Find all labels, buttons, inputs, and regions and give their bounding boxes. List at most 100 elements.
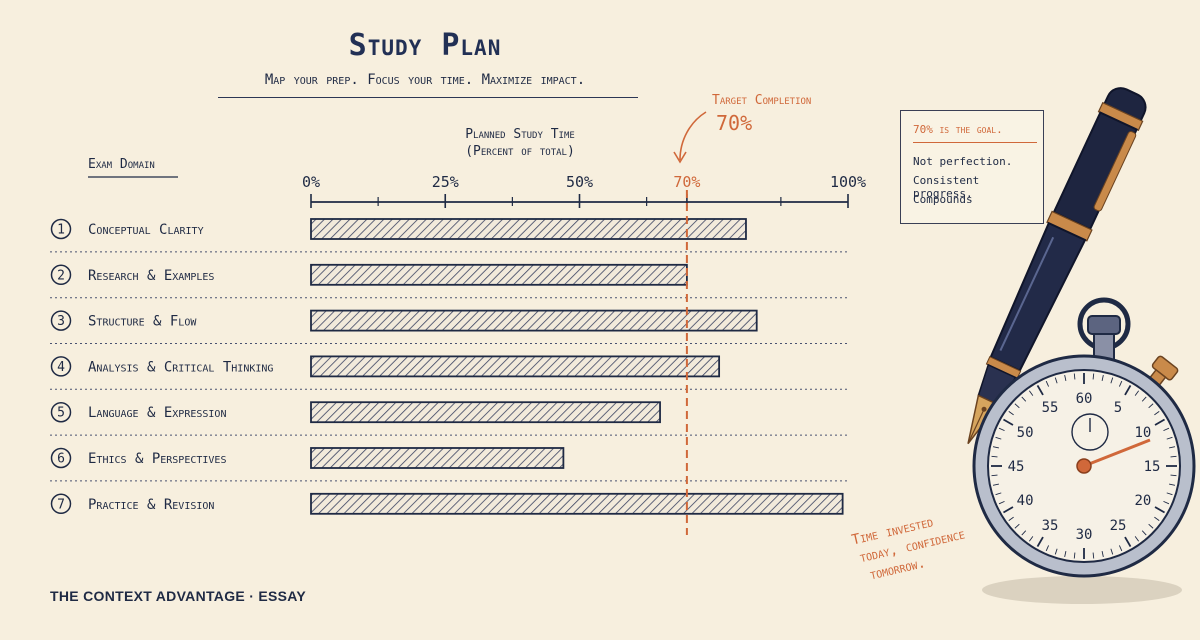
fountain-pen-icon xyxy=(967,87,1147,445)
dial-tick xyxy=(1028,390,1034,396)
dial-tick xyxy=(1169,446,1176,449)
bar xyxy=(310,263,688,286)
dial-number: 40 xyxy=(1017,493,1034,509)
bar xyxy=(310,218,747,240)
dial-tick xyxy=(1169,483,1176,486)
dial-tick xyxy=(1054,377,1058,384)
dial-tick xyxy=(1054,548,1058,555)
row-number-badge xyxy=(50,310,72,331)
dial-tick xyxy=(1101,374,1104,381)
footer-caption: THE CONTEXT ADVANTAGE · ESSAY xyxy=(50,588,307,604)
category-label: Conceptual Clarity xyxy=(88,222,204,238)
dial-tick xyxy=(1124,385,1132,396)
dial-number: 30 xyxy=(1076,527,1093,543)
chart-rows: 1 Conceptual Clarity 2 Research & Examples 3… xyxy=(50,218,848,515)
dial-tick xyxy=(1170,455,1177,458)
dial-tick xyxy=(1170,474,1177,477)
x-axis-label-line2: (Percent of total) xyxy=(465,144,575,159)
x-tick-label: 50% xyxy=(566,173,593,191)
bar xyxy=(310,492,844,515)
dial-tick xyxy=(1045,545,1050,552)
dial-tick xyxy=(1148,523,1154,529)
y-axis-label: Exam Domain xyxy=(88,157,155,172)
row-number: 4 xyxy=(57,360,65,375)
category-label: Ethics & Perspectives xyxy=(88,451,226,467)
dial-tick xyxy=(1045,380,1050,387)
category-label: Practice & Revision xyxy=(88,497,214,513)
dial-number: 25 xyxy=(1110,518,1127,534)
category-label: Language & Expression xyxy=(88,405,226,421)
dial-tick xyxy=(1154,418,1165,426)
dial-tick xyxy=(1021,396,1027,402)
x-axis-label-line1: Planned Study Time xyxy=(465,127,575,142)
category-label: Analysis & Critical Thinking xyxy=(88,359,273,375)
dial-tick xyxy=(1166,492,1173,496)
x-tick-label: 70% xyxy=(673,173,700,191)
dial-tick xyxy=(1036,536,1044,547)
dial-tick xyxy=(998,500,1005,505)
goal-note-underline xyxy=(913,142,1037,143)
row-number: 6 xyxy=(57,452,65,467)
dial-tick xyxy=(992,483,999,486)
bar xyxy=(310,355,721,378)
dial-tick xyxy=(995,436,1002,440)
dial-tick xyxy=(1003,418,1014,426)
dial-tick xyxy=(1141,396,1147,402)
dial-tick xyxy=(1008,516,1014,522)
goal-note-heading: 70% is the goal. xyxy=(913,123,1003,136)
bar xyxy=(310,401,661,424)
row-number-badge xyxy=(50,218,72,240)
row-number-badge xyxy=(50,356,72,377)
row-number: 5 xyxy=(57,406,65,421)
dial-tick xyxy=(1118,380,1123,387)
x-axis-ticks: 0% 25% 50% 70% 100% xyxy=(302,173,866,208)
dial-number: 15 xyxy=(1144,459,1161,475)
dial-tick xyxy=(1124,536,1132,547)
dial-tick xyxy=(1154,506,1165,514)
goal-note-line-2: Consistent progress. xyxy=(913,174,980,200)
dial-tick xyxy=(991,474,998,477)
page-subtitle: Map your prep. Focus your time. Maximize… xyxy=(264,72,586,88)
dial-tick xyxy=(1101,551,1104,558)
x-tick-label: 0% xyxy=(302,173,320,191)
stopwatch-icon: 60 5 10 15 20 25 30 35 40 45 50 55 xyxy=(972,297,1196,604)
dial-tick xyxy=(991,455,998,458)
dial-tick xyxy=(1073,552,1076,559)
bar xyxy=(310,309,758,332)
dial-tick xyxy=(1163,427,1170,432)
dial-number: 20 xyxy=(1134,493,1151,509)
goal-note-card: 70% is the goal. Not perfection. Consist… xyxy=(900,110,1044,224)
dial-number: 60 xyxy=(1076,391,1093,407)
target-arrow xyxy=(679,111,707,161)
target-label: Target Completion xyxy=(712,93,811,108)
dial-tick xyxy=(1118,545,1123,552)
row-number-badge xyxy=(50,493,72,515)
row-number: 3 xyxy=(57,314,65,329)
row-number: 7 xyxy=(57,497,65,512)
target-value: 70% xyxy=(716,111,752,135)
dial-tick xyxy=(995,492,1002,496)
goal-note-line-3: Compounds xyxy=(913,193,973,206)
dial-number: 5 xyxy=(1114,400,1122,416)
dial-tick xyxy=(1014,523,1020,529)
category-label: Research & Examples xyxy=(88,268,214,284)
subtitle-divider xyxy=(218,97,638,98)
dial-number: 10 xyxy=(1134,425,1151,441)
dial-tick xyxy=(1092,373,1095,380)
category-label: Structure & Flow xyxy=(88,314,197,330)
dial-tick xyxy=(1166,436,1173,440)
dial-tick xyxy=(1163,500,1170,505)
row-number-badge xyxy=(50,264,72,286)
dial-number: 50 xyxy=(1017,425,1034,441)
dial-number: 35 xyxy=(1042,518,1059,534)
dial-tick xyxy=(1110,377,1114,384)
dial-tick xyxy=(1154,516,1160,522)
dial-tick xyxy=(992,446,999,449)
row-number: 1 xyxy=(57,223,65,238)
dial-tick xyxy=(1073,373,1076,380)
page-title: Study Plan xyxy=(348,28,502,63)
dial-tick xyxy=(1064,374,1067,381)
goal-note-line-1: Not perfection. xyxy=(913,155,1013,168)
